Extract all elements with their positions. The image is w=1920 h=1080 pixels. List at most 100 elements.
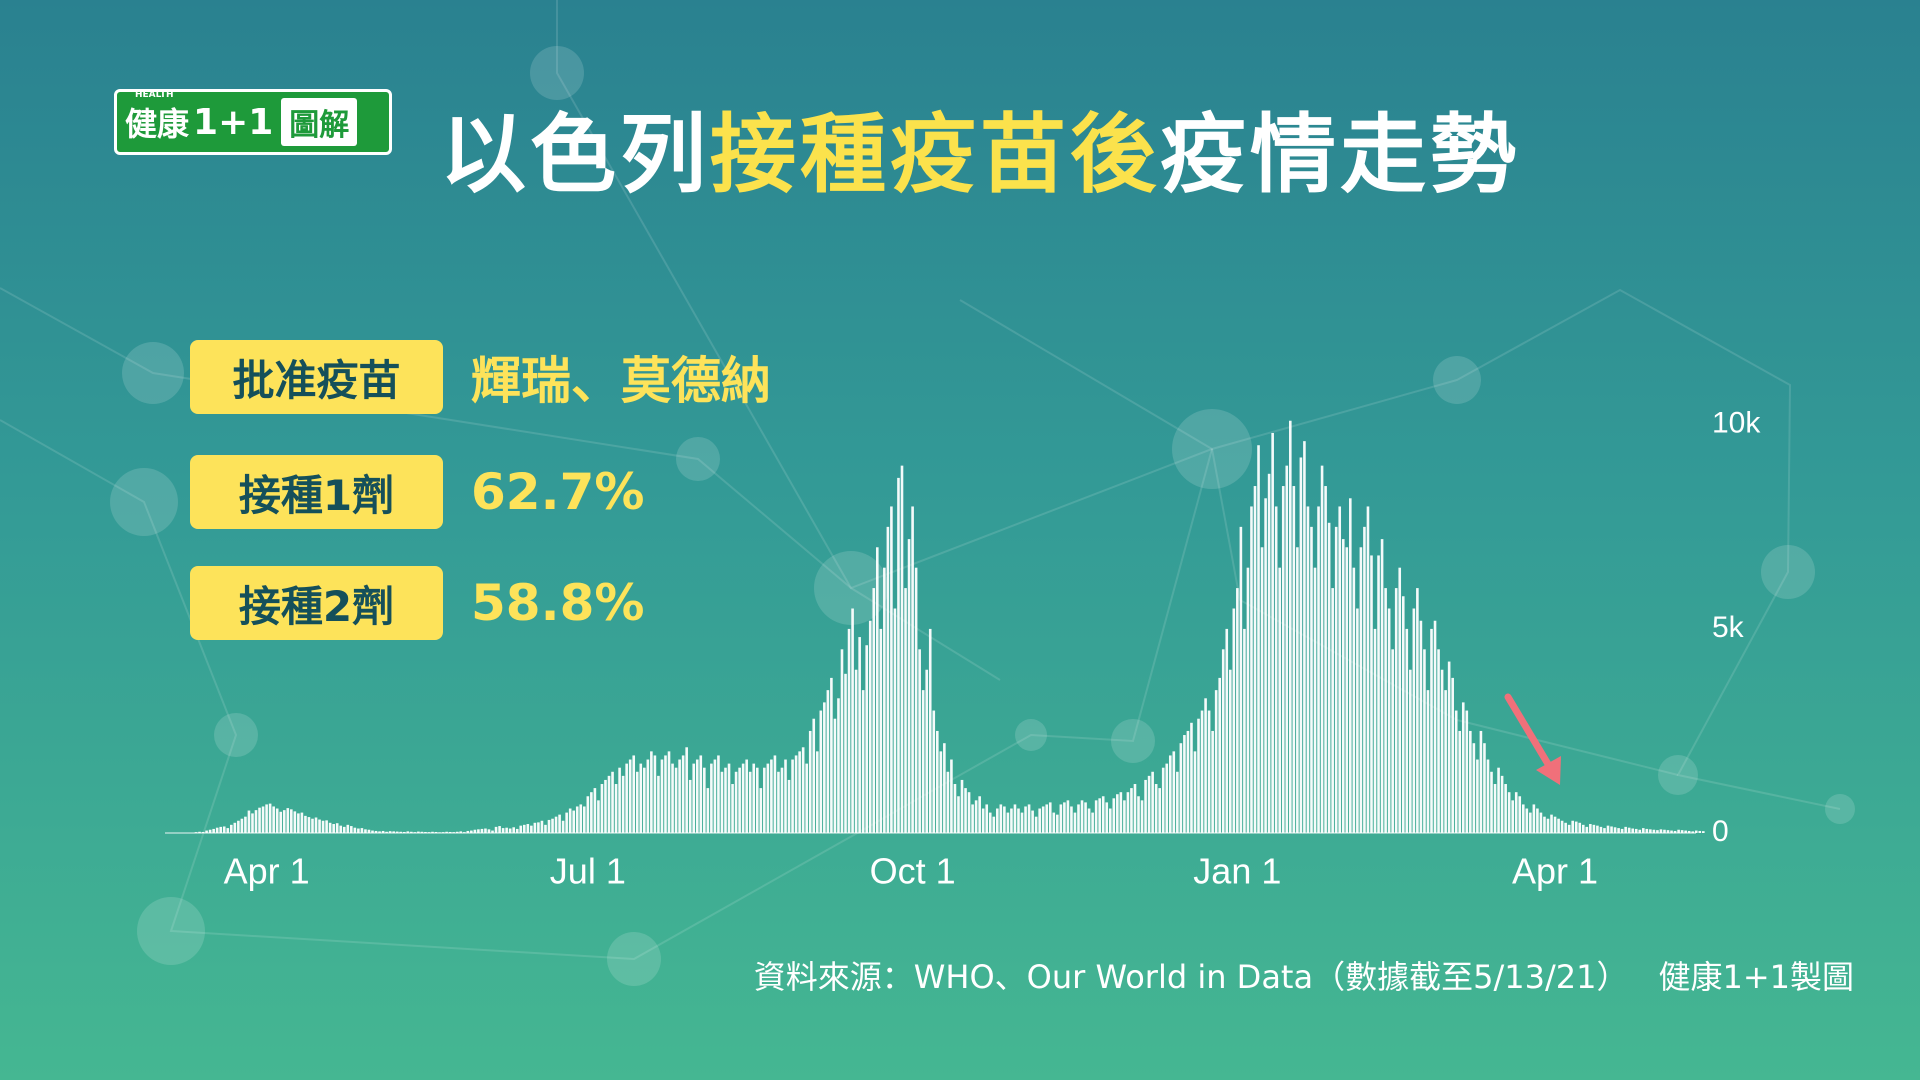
bar <box>685 747 688 833</box>
bar <box>1497 767 1500 833</box>
bar <box>1553 816 1557 833</box>
bar <box>357 828 360 833</box>
bar <box>1063 802 1066 833</box>
bar <box>1246 567 1250 833</box>
bar <box>1398 567 1402 833</box>
bar <box>847 628 851 833</box>
bar <box>1440 669 1444 833</box>
title-part: 以色列 <box>440 105 710 205</box>
bar <box>1094 800 1098 833</box>
bar <box>318 819 321 833</box>
bar <box>960 779 964 833</box>
bar <box>1564 822 1567 833</box>
bar <box>1458 730 1462 833</box>
bar <box>981 808 985 833</box>
bar <box>508 828 512 833</box>
bar <box>703 767 706 833</box>
bar <box>607 775 611 833</box>
bar <box>1186 730 1190 833</box>
bar <box>1239 526 1243 833</box>
bar <box>1599 826 1603 833</box>
bar <box>1426 690 1430 833</box>
bar <box>307 817 311 833</box>
info-row: 接種2劑 58.8% <box>190 566 644 640</box>
bar <box>258 807 261 833</box>
bar <box>215 827 219 833</box>
bar <box>1151 771 1154 833</box>
bar <box>763 767 766 833</box>
bar <box>1306 506 1310 833</box>
bar <box>364 829 367 833</box>
bar <box>342 826 346 833</box>
bar <box>1296 547 1299 833</box>
x-tick-label: Apr 1 <box>224 851 310 892</box>
bar <box>540 820 544 833</box>
bar <box>360 828 364 833</box>
bar <box>932 710 936 833</box>
bar <box>914 567 918 833</box>
bar <box>1401 596 1405 833</box>
bar <box>1285 465 1289 833</box>
bar <box>1673 830 1677 833</box>
bar <box>1038 808 1041 833</box>
bar <box>233 822 237 833</box>
bar <box>755 767 759 833</box>
bar <box>1006 812 1010 833</box>
bar <box>787 779 791 833</box>
bar <box>833 718 837 833</box>
bar <box>1324 486 1327 833</box>
bar <box>1228 669 1232 833</box>
bar <box>1384 588 1387 833</box>
bar <box>1345 547 1349 833</box>
bar <box>628 759 632 833</box>
bar <box>713 759 717 833</box>
bar <box>1543 816 1546 833</box>
bar <box>1567 824 1571 833</box>
bar <box>1574 821 1578 833</box>
bar <box>727 763 731 833</box>
logo-small: HEALTH <box>135 90 174 100</box>
bar <box>1179 743 1183 833</box>
bar <box>1437 649 1440 833</box>
bar <box>1412 608 1416 833</box>
bar <box>688 779 692 833</box>
bar <box>1027 804 1031 833</box>
bar <box>957 796 960 833</box>
bar <box>593 788 597 833</box>
bar <box>844 673 847 833</box>
bar <box>1119 792 1123 833</box>
bar <box>748 771 752 833</box>
bar <box>1176 771 1179 833</box>
bar <box>1133 784 1137 833</box>
bar <box>1656 830 1659 833</box>
bar <box>1253 486 1257 833</box>
bar <box>381 830 385 833</box>
bar <box>300 812 304 833</box>
bar <box>1045 804 1049 833</box>
bar <box>643 767 646 833</box>
info-label: 批准疫苗 <box>190 340 443 414</box>
bar <box>770 759 773 833</box>
bar <box>1034 816 1038 833</box>
bar <box>946 771 950 833</box>
bar <box>470 830 473 833</box>
title-part: 疫情走勢 <box>1160 105 1520 205</box>
bar <box>304 815 307 833</box>
bar <box>861 690 865 833</box>
y-tick-label: 10k <box>1712 407 1761 440</box>
bar <box>1380 539 1384 833</box>
bar <box>1447 661 1451 833</box>
bar <box>226 828 230 833</box>
bar <box>1504 784 1507 833</box>
bar <box>1451 677 1454 833</box>
bar <box>1532 804 1536 833</box>
bar <box>1098 798 1101 833</box>
bar <box>1476 759 1479 833</box>
bar <box>1221 649 1225 833</box>
bar <box>618 767 621 833</box>
bar <box>1080 800 1084 833</box>
bar <box>1317 506 1320 833</box>
bar <box>1578 822 1582 833</box>
bar <box>597 800 600 833</box>
bar <box>561 820 565 833</box>
